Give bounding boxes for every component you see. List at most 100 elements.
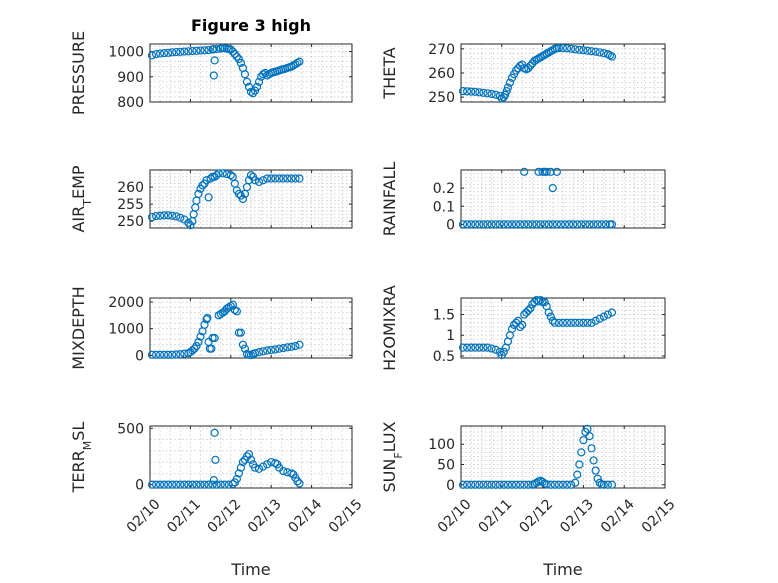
data-point xyxy=(536,295,545,305)
data-point xyxy=(287,62,296,71)
data-point xyxy=(246,455,256,464)
data-point xyxy=(295,174,304,183)
data-point xyxy=(593,220,602,229)
data-point xyxy=(283,343,292,352)
data-point xyxy=(495,220,504,229)
data-point xyxy=(250,349,260,358)
data-point xyxy=(172,47,181,57)
data-point xyxy=(226,171,235,180)
data-point xyxy=(192,46,201,55)
data-point xyxy=(293,477,302,486)
y-tick-label: 0.1 xyxy=(433,199,455,215)
data-point xyxy=(536,220,545,229)
x-tick-label: 02/12 xyxy=(205,496,245,536)
y-tick-label: 250 xyxy=(117,214,144,230)
data-point xyxy=(495,91,504,101)
data-point xyxy=(228,479,237,489)
data-point xyxy=(291,60,300,69)
data-point xyxy=(524,306,533,315)
data-point xyxy=(291,174,300,183)
data-point xyxy=(156,211,165,220)
data-point xyxy=(579,46,588,55)
data-point xyxy=(172,350,181,359)
data-point xyxy=(238,457,248,467)
data-point xyxy=(250,176,260,185)
data-point xyxy=(603,310,612,319)
data-point xyxy=(591,316,600,325)
data-point xyxy=(534,297,543,306)
data-point xyxy=(544,308,553,317)
data-point xyxy=(479,220,488,229)
data-point xyxy=(530,479,539,489)
data-point xyxy=(184,47,193,56)
data-point xyxy=(228,47,237,56)
data-point xyxy=(295,57,304,66)
data-point xyxy=(283,174,292,183)
data-point xyxy=(236,328,245,337)
data-point xyxy=(607,308,617,317)
data-point xyxy=(458,343,468,352)
data-point xyxy=(487,344,496,353)
data-point xyxy=(188,480,197,489)
data-point xyxy=(202,315,211,324)
data-point xyxy=(204,480,213,489)
data-point xyxy=(471,220,480,229)
data-point xyxy=(242,77,252,86)
data-point xyxy=(279,174,288,183)
data-point xyxy=(575,318,584,327)
data-point xyxy=(218,169,227,178)
x-tick-label: 02/10 xyxy=(124,496,164,536)
data-point xyxy=(200,320,209,329)
data-point xyxy=(471,343,480,352)
data-point xyxy=(511,480,521,489)
data-point xyxy=(203,313,212,323)
data-point xyxy=(605,51,615,60)
data-point xyxy=(487,89,496,99)
data-point xyxy=(483,480,492,489)
data-point xyxy=(511,220,521,229)
data-point xyxy=(248,89,258,98)
data-point xyxy=(577,220,586,229)
data-point xyxy=(536,53,545,62)
data-point xyxy=(287,174,296,183)
data-point xyxy=(503,83,513,92)
data-point xyxy=(556,220,566,229)
data-point xyxy=(458,87,468,96)
data-point xyxy=(542,49,551,58)
y-tick-label: 250 xyxy=(428,90,455,106)
data-point xyxy=(295,340,304,349)
data-point xyxy=(209,44,218,54)
y-tick-label: 260 xyxy=(428,66,455,82)
data-point xyxy=(579,436,588,445)
axes-border xyxy=(460,297,666,359)
data-point xyxy=(184,218,193,227)
data-point xyxy=(160,350,169,359)
data-point xyxy=(244,450,254,459)
data-point xyxy=(196,46,205,55)
data-point xyxy=(216,480,225,489)
data-point xyxy=(176,350,185,359)
data-point xyxy=(607,480,617,489)
data-point xyxy=(198,181,207,190)
data-point xyxy=(184,480,193,489)
y-tick-label: 0.2 xyxy=(433,181,455,197)
y-tick-label: 50 xyxy=(437,457,455,473)
data-point xyxy=(263,71,272,80)
data-point xyxy=(526,61,535,70)
data-point xyxy=(573,470,582,479)
data-point xyxy=(595,478,604,487)
data-point xyxy=(147,350,157,359)
data-point xyxy=(293,58,302,68)
data-point xyxy=(516,61,525,70)
data-point xyxy=(156,480,165,489)
data-point xyxy=(176,213,185,222)
data-point xyxy=(180,47,189,56)
data-point xyxy=(518,320,527,329)
data-point xyxy=(180,480,189,489)
data-point xyxy=(246,171,256,180)
data-point xyxy=(499,480,508,489)
data-point xyxy=(571,478,580,487)
data-point xyxy=(164,480,173,489)
data-point xyxy=(583,46,592,55)
